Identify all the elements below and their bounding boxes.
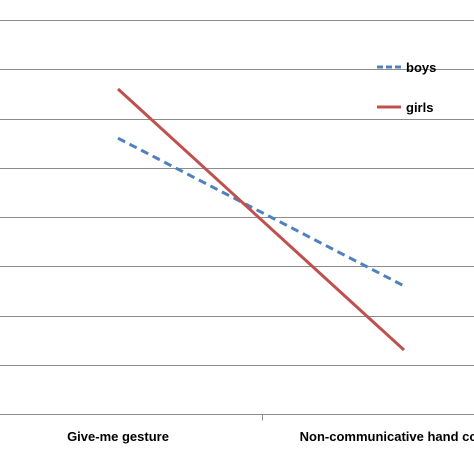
x-tick-label-1: Non-communicative hand contact <box>300 429 474 444</box>
x-tick-label-0: Give-me gesture <box>67 429 169 444</box>
gridlines <box>0 20 474 366</box>
legend-label-girls: girls <box>406 100 433 115</box>
x-tick-labels: Give-me gesture Non-communicative hand co… <box>67 429 474 444</box>
series-lines <box>116 87 406 352</box>
legend: boys girls <box>377 60 436 115</box>
series-line-boys <box>117 136 405 288</box>
series-line-girls <box>116 87 406 352</box>
legend-label-boys: boys <box>406 60 436 75</box>
x-axis <box>0 414 474 421</box>
